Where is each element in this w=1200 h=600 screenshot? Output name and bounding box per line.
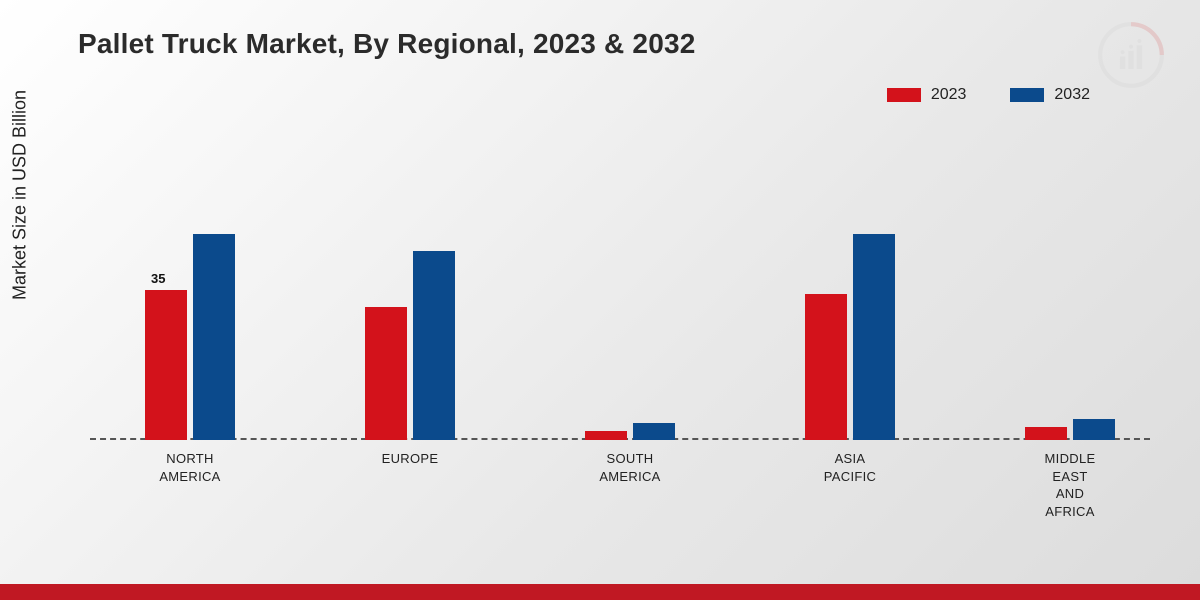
x-axis-category: ASIAPACIFIC: [790, 450, 910, 485]
bar-group: [790, 234, 910, 440]
legend-label-2032: 2032: [1054, 86, 1090, 104]
bar: [633, 423, 675, 440]
bar: [1025, 427, 1067, 440]
legend-swatch-2023: [887, 88, 921, 102]
x-axis-labels: NORTHAMERICA EUROPE SOUTHAMERICA ASIAPACIFI…: [90, 450, 1150, 540]
chart-title: Pallet Truck Market, By Regional, 2023 &…: [78, 28, 696, 60]
legend-item-2023: 2023: [887, 86, 967, 104]
bar: [853, 234, 895, 440]
bar-value-label: 35: [151, 271, 165, 286]
bar: [1073, 419, 1115, 440]
bar-group: [130, 234, 250, 440]
x-axis-category: NORTHAMERICA: [130, 450, 250, 485]
legend-swatch-2032: [1010, 88, 1044, 102]
bar-group: [1010, 419, 1130, 440]
bar-group: [570, 423, 690, 440]
legend-label-2023: 2023: [931, 86, 967, 104]
y-axis-label: Market Size in USD Billion: [10, 90, 31, 300]
legend: 2023 2032: [887, 86, 1090, 104]
brand-logo: [1096, 20, 1166, 90]
plot-area: 35: [90, 140, 1150, 440]
bar: [413, 251, 455, 440]
x-axis-category: SOUTHAMERICA: [570, 450, 690, 485]
bar: [365, 307, 407, 440]
x-axis-category: MIDDLEEASTANDAFRICA: [1010, 450, 1130, 520]
legend-item-2032: 2032: [1010, 86, 1090, 104]
bar: [145, 290, 187, 440]
bar: [193, 234, 235, 440]
bar: [585, 431, 627, 440]
footer-strip: [0, 584, 1200, 600]
bar: [805, 294, 847, 440]
x-axis-category: EUROPE: [350, 450, 470, 468]
bar-group: [350, 251, 470, 440]
